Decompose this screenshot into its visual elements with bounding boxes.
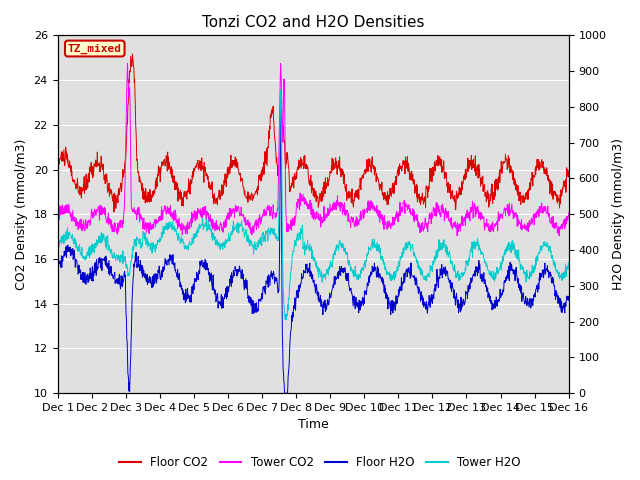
- Line: Tower H2O: Tower H2O: [58, 90, 569, 320]
- Tower H2O: [155, 240, 163, 245]
- Line: Tower CO2: Tower CO2: [58, 63, 569, 236]
- Line: Floor H2O: Floor H2O: [58, 100, 569, 393]
- Floor CO2: [168, 175, 176, 180]
- Floor CO2: [110, 209, 118, 215]
- Tower CO2: [392, 215, 400, 220]
- Tower CO2: [453, 233, 461, 239]
- Tower H2O: [168, 224, 175, 230]
- Floor H2O: [54, 266, 61, 272]
- Floor H2O: [276, 97, 284, 103]
- Tower CO2: [565, 210, 573, 216]
- Tower CO2: [505, 213, 513, 219]
- Floor CO2: [460, 173, 467, 179]
- Floor CO2: [54, 156, 61, 162]
- Floor CO2: [225, 169, 233, 175]
- Tower H2O: [225, 234, 232, 240]
- Floor CO2: [505, 160, 513, 166]
- Floor H2O: [225, 289, 232, 295]
- Tower CO2: [124, 60, 131, 66]
- Tower H2O: [505, 239, 513, 245]
- Floor CO2: [129, 51, 136, 57]
- Floor H2O: [505, 264, 513, 269]
- Tower H2O: [282, 317, 290, 323]
- Tower H2O: [276, 87, 284, 93]
- Floor H2O: [155, 270, 163, 276]
- Y-axis label: CO2 Density (mmol/m3): CO2 Density (mmol/m3): [15, 139, 28, 290]
- Tower H2O: [393, 268, 401, 274]
- Tower CO2: [225, 212, 232, 218]
- Tower CO2: [54, 214, 61, 219]
- Floor H2O: [168, 253, 175, 259]
- Floor CO2: [156, 170, 163, 176]
- Line: Floor CO2: Floor CO2: [58, 54, 569, 212]
- X-axis label: Time: Time: [298, 419, 328, 432]
- Title: Tonzi CO2 and H2O Densities: Tonzi CO2 and H2O Densities: [202, 15, 424, 30]
- Tower H2O: [565, 264, 573, 269]
- Tower H2O: [54, 246, 61, 252]
- Floor CO2: [393, 174, 401, 180]
- Floor H2O: [393, 298, 401, 304]
- Tower H2O: [460, 273, 467, 278]
- Y-axis label: H2O Density (mmol/m3): H2O Density (mmol/m3): [612, 138, 625, 290]
- Floor CO2: [565, 168, 573, 174]
- Tower CO2: [460, 218, 467, 224]
- Floor H2O: [565, 298, 573, 303]
- Tower CO2: [168, 211, 175, 216]
- Floor H2O: [281, 390, 289, 396]
- Floor H2O: [460, 297, 467, 302]
- Text: TZ_mixed: TZ_mixed: [68, 43, 122, 54]
- Tower CO2: [156, 218, 163, 224]
- Legend: Floor CO2, Tower CO2, Floor H2O, Tower H2O: Floor CO2, Tower CO2, Floor H2O, Tower H…: [115, 452, 525, 474]
